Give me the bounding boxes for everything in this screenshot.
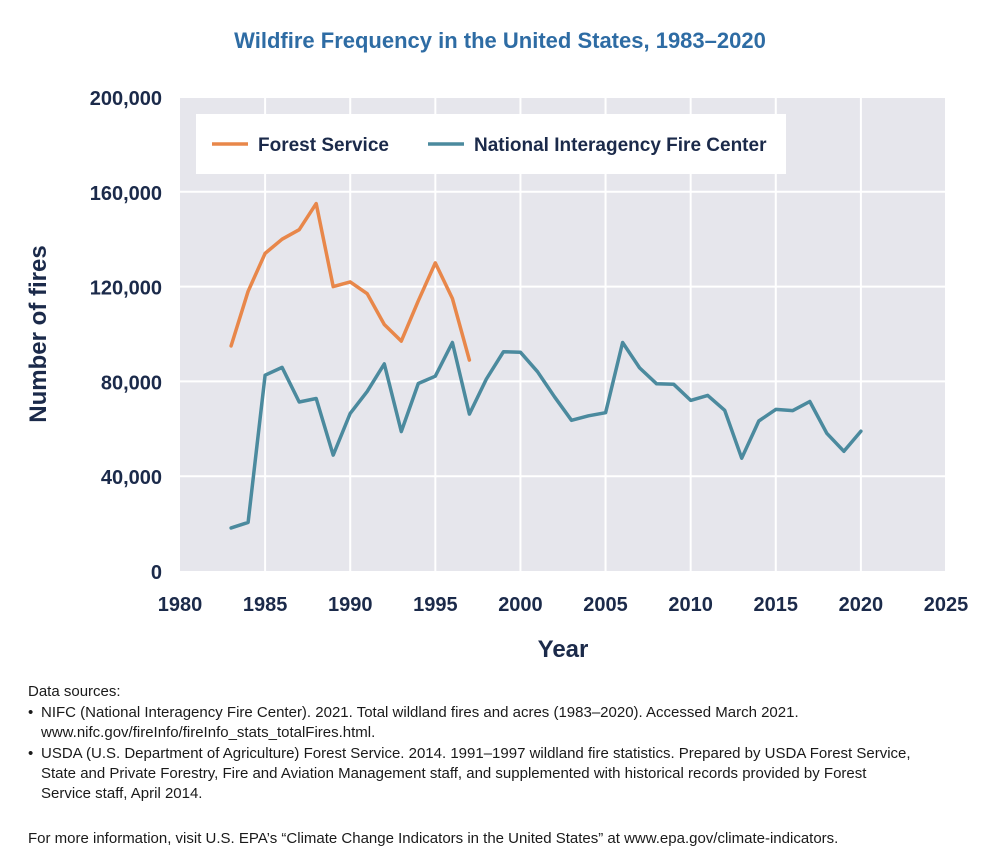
y-tick-label: 80,000 — [101, 372, 162, 394]
chart-area: 0 40,000 80,000 120,000 160,000 200,000 1980 19… — [25, 88, 969, 663]
series-line-forest-service — [229, 201, 472, 362]
x-tick-label: 2015 — [754, 594, 799, 616]
axis-ticks: 0 40,000 80,000 120,000 160,000 200,000 1980 19… — [90, 88, 969, 616]
series-lines — [229, 201, 863, 530]
chart-title: Wildfire Frequency in the United States,… — [234, 28, 766, 53]
x-axis-label: Year — [538, 636, 589, 663]
source-text: USDA (U.S. Department of Agriculture) Fo… — [41, 745, 911, 762]
source-item-usda: • USDA (U.S. Department of Agriculture) … — [28, 744, 978, 804]
more-info-text: For more information, visit U.S. EPA’s “… — [28, 830, 839, 847]
x-tick-label: 2005 — [583, 594, 628, 616]
series-line-national-interagency-fire-center — [229, 340, 863, 530]
y-tick-label: 0 — [151, 562, 162, 584]
sources-list: • NIFC (National Interagency Fire Center… — [28, 703, 978, 804]
x-tick-label: 1985 — [243, 594, 288, 616]
y-tick-label: 40,000 — [101, 467, 162, 489]
legend: Forest Service National Interagency Fire… — [196, 114, 786, 174]
source-item-nifc: • NIFC (National Interagency Fire Center… — [28, 703, 978, 743]
x-tick-label: 1990 — [328, 594, 373, 616]
grid-lines — [180, 96, 947, 571]
x-tick-label: 2025 — [924, 594, 969, 616]
y-tick-label: 160,000 — [90, 183, 162, 205]
x-tick-label: 2010 — [668, 594, 713, 616]
sources-heading: Data sources: — [28, 683, 121, 700]
bullet: • — [28, 704, 34, 721]
legend-box — [196, 114, 786, 174]
legend-label-forest-service: Forest Service — [258, 135, 389, 156]
x-tick-label: 2020 — [839, 594, 884, 616]
plot-background — [180, 97, 946, 571]
source-text: www.nifc.gov/fireInfo/fireInfo_stats_tot… — [41, 724, 376, 741]
legend-label-nifc: National Interagency Fire Center — [474, 135, 767, 156]
source-text: State and Private Forestry, Fire and Avi… — [41, 765, 867, 782]
x-tick-label: 1995 — [413, 594, 458, 616]
y-tick-label: 200,000 — [90, 88, 162, 110]
source-text: Service staff, April 2014. — [41, 785, 203, 802]
bullet: • — [28, 745, 34, 762]
y-tick-label: 120,000 — [90, 278, 162, 300]
x-tick-label: 1980 — [158, 594, 203, 616]
source-text: NIFC (National Interagency Fire Center).… — [41, 704, 799, 721]
data-sources: Data sources: • NIFC (National Interagen… — [28, 682, 978, 805]
y-axis-label: Number of fires — [25, 245, 52, 422]
x-tick-label: 2000 — [498, 594, 543, 616]
